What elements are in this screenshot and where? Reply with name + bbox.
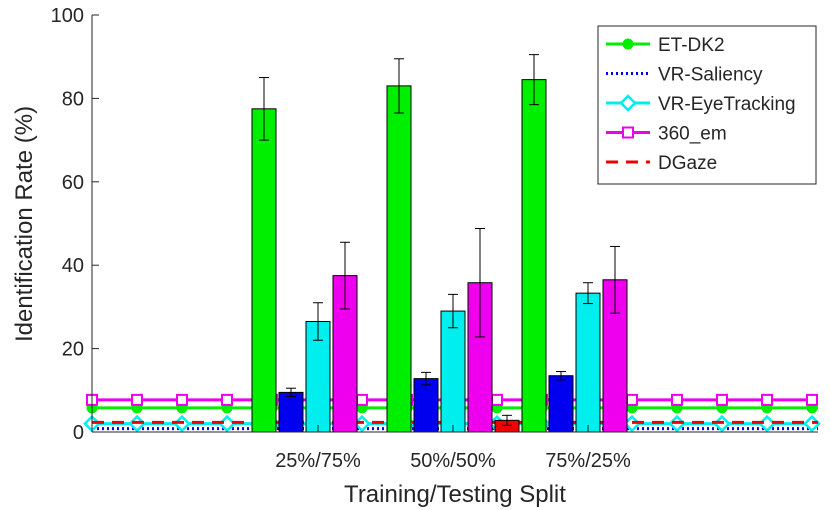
y-axis-title: Identification Rate (%)	[11, 106, 38, 342]
baseline-marker-3-16	[806, 393, 818, 406]
y-tick-label-3: 60	[62, 172, 84, 194]
y-tick-label-5: 100	[51, 5, 84, 27]
legend-marker-0	[622, 38, 634, 50]
x-tick-label-0: 25%/75%	[275, 450, 361, 472]
legend-label-4: DGaze	[658, 153, 717, 174]
bar-1-1	[413, 378, 439, 433]
baseline-marker-3-12	[626, 393, 638, 406]
baseline-marker-3-2	[176, 393, 188, 406]
bar-series	[251, 54, 628, 433]
bar-0-2	[521, 79, 547, 433]
axes: 0 20 40 60 80 100 25%/75% 50%/50% 75%/25%	[51, 5, 818, 472]
legend-label-2: VR-EyeTracking	[658, 94, 796, 115]
baseline-marker-3-14	[716, 393, 728, 406]
legend-marker-2	[619, 94, 637, 112]
legend-marker-3	[622, 126, 634, 139]
x-tick-label-2: 75%/25%	[545, 450, 631, 472]
legend: ET-DK2 VR-Saliency VR-EyeTracking 360_em DGa…	[597, 25, 817, 185]
y-tick-label-0: 0	[73, 422, 84, 444]
baseline-marker-3-13	[671, 393, 683, 406]
x-tick-label-1: 50%/50%	[410, 450, 496, 472]
baseline-marker-3-1	[131, 393, 143, 406]
baseline-marker-3-3	[221, 393, 233, 406]
bar-2-1	[440, 310, 466, 433]
bar-1-2	[548, 375, 574, 433]
bar-0-0	[251, 108, 277, 433]
bar-2-2	[575, 292, 601, 433]
y-tick-label-2: 40	[62, 255, 84, 277]
y-tick-label-4: 80	[62, 88, 84, 110]
legend-label-3: 360_em	[658, 124, 727, 145]
bar-1-0	[278, 391, 304, 433]
baseline-marker-3-9	[491, 393, 503, 406]
baseline-marker-3-6	[356, 393, 368, 406]
baseline-marker-3-15	[761, 393, 773, 406]
bar-0-1	[386, 85, 412, 433]
legend-label-1: VR-Saliency	[658, 65, 763, 86]
x-axis-title: Training/Testing Split	[344, 481, 566, 508]
y-tick-label-1: 20	[62, 339, 84, 361]
legend-label-0: ET-DK2	[658, 35, 725, 56]
